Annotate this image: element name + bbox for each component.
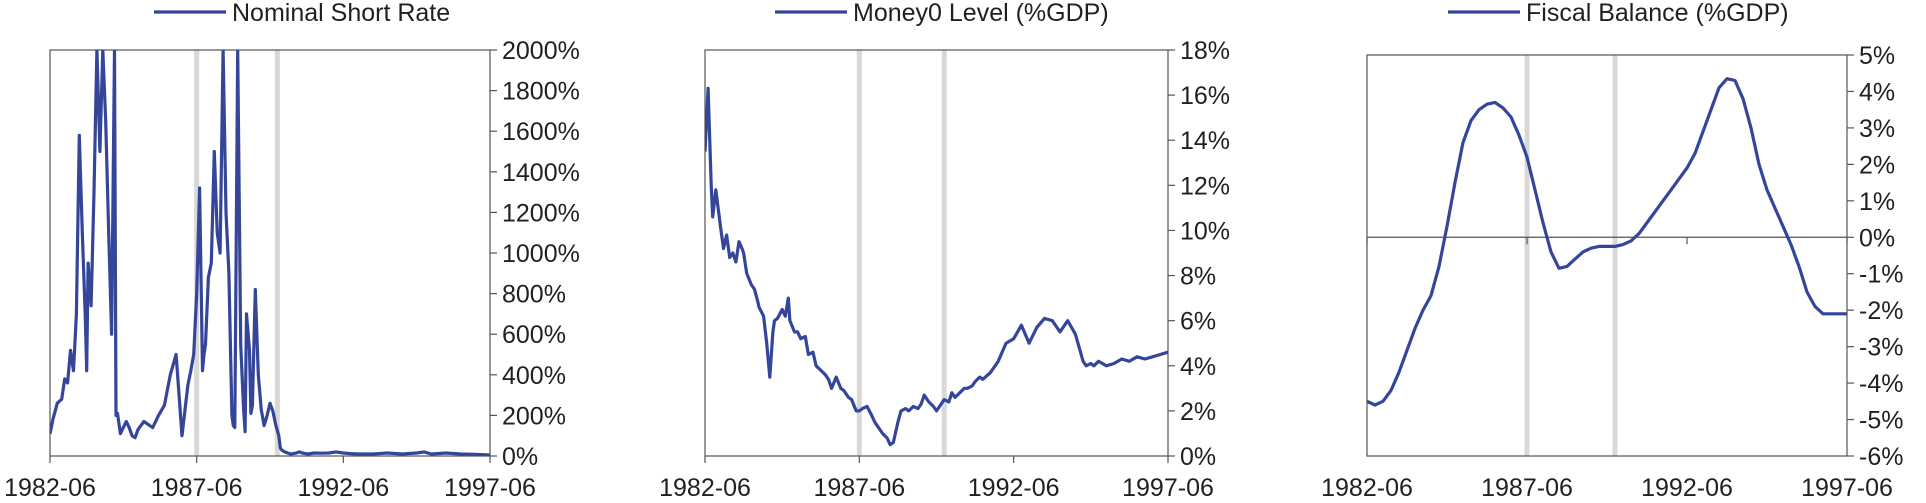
recession-band — [1612, 55, 1618, 456]
y-tick-label: -6% — [1859, 443, 1903, 471]
series-line — [705, 86, 1168, 447]
plot-frame — [704, 49, 1169, 457]
y-tick-label: 800% — [502, 281, 566, 309]
y-tick-label: 0% — [1859, 224, 1895, 252]
y-tick-label: 16% — [1180, 82, 1230, 110]
recession-band — [1524, 55, 1530, 456]
chart-1: 2000% 1800% 1600% 1400% 1200% 1000% 800% 600% 40… — [4, 0, 580, 502]
series-line — [1367, 77, 1847, 407]
y-tick-label: -2% — [1859, 297, 1903, 325]
y-tick-label: 1600% — [502, 118, 580, 146]
y-tick-label: 600% — [502, 321, 566, 349]
y-tick-label: 0% — [502, 443, 538, 471]
y-tick-label: 6% — [1180, 308, 1216, 336]
recession-band — [941, 50, 947, 456]
y-tick-label: 3% — [1859, 115, 1895, 143]
y-tick-label: 14% — [1180, 127, 1230, 155]
recession-band — [274, 50, 280, 456]
x-tick-label: 1987-06 — [813, 474, 905, 502]
y-tick-label: -3% — [1859, 334, 1903, 362]
y-tick-label: 10% — [1180, 217, 1230, 245]
legend-label: Fiscal Balance (%GDP) — [1526, 0, 1789, 27]
y-tick-label: 1% — [1859, 188, 1895, 216]
y-tick-label: -5% — [1859, 407, 1903, 435]
x-tick-label: 1992-06 — [297, 474, 389, 502]
y-tick-label: 4% — [1859, 78, 1895, 106]
y-tick-label: 400% — [502, 362, 566, 390]
y-tick-label: 8% — [1180, 263, 1216, 291]
x-tick-label: 1987-06 — [1481, 474, 1573, 502]
legend-label: Nominal Short Rate — [232, 0, 450, 27]
y-tick-label: 1200% — [502, 199, 580, 227]
y-tick-label: 12% — [1180, 172, 1230, 200]
y-tick-label: -1% — [1859, 261, 1903, 289]
y-tick-label: 2% — [1859, 151, 1895, 179]
legend-label: Money0 Level (%GDP) — [853, 0, 1109, 27]
y-tick-label: 200% — [502, 402, 566, 430]
x-tick-label: 1987-06 — [151, 474, 243, 502]
y-tick-label: 2% — [1180, 398, 1216, 426]
x-tick-label: 1997-06 — [444, 474, 536, 502]
x-tick-label: 1982-06 — [659, 474, 751, 502]
x-tick-label: 1982-06 — [4, 474, 96, 502]
series-line — [50, 50, 490, 456]
y-tick-label: -4% — [1859, 370, 1903, 398]
x-tick-label: 1982-06 — [1321, 474, 1413, 502]
chart-2: 18% 16% 14% 12% 10% 8% 6% 4% 2% 0% 1982-06 1987-06 1… — [659, 0, 1230, 502]
x-tick-label: 1997-06 — [1801, 474, 1893, 502]
y-tick-label: 5% — [1859, 42, 1895, 70]
plot-frame — [1366, 54, 1848, 457]
y-tick-label: 2000% — [502, 37, 580, 65]
y-tick-label: 4% — [1180, 353, 1216, 381]
y-tick-label: 0% — [1180, 443, 1216, 471]
chart-3: 5% 4% 3% 2% 1% 0% -1% -2% -3% -4% -5% -6% 1982-06 198… — [1321, 0, 1903, 502]
y-tick-label: 1000% — [502, 240, 580, 268]
y-tick-label: 18% — [1180, 37, 1230, 65]
x-tick-label: 1992-06 — [968, 474, 1060, 502]
x-tick-label: 1992-06 — [1641, 474, 1733, 502]
y-tick-label: 1800% — [502, 78, 580, 106]
recession-band — [856, 50, 862, 456]
y-tick-label: 1400% — [502, 159, 580, 187]
x-tick-label: 1997-06 — [1122, 474, 1214, 502]
